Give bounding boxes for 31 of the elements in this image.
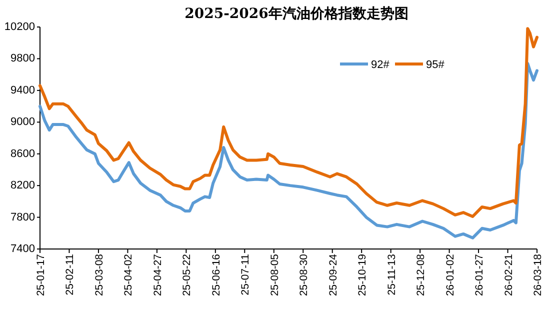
x-tick-label: 25-05-22 — [181, 254, 194, 296]
legend-label: 95# — [426, 59, 446, 71]
x-tick-label: 25-08-05 — [268, 254, 281, 296]
y-tick-label: 9000 — [10, 116, 35, 128]
y-tick-label: 8200 — [10, 180, 35, 192]
chart-title: 2025-2026年汽油价格指数走势图 — [184, 6, 408, 22]
x-tick-label: 25-11-13 — [386, 254, 398, 296]
y-tick-label: 10200 — [4, 21, 35, 33]
x-tick-label: 26-01-02 — [444, 254, 456, 296]
y-tick-label: 7800 — [10, 211, 35, 224]
x-tick-label: 25-01-17 — [35, 254, 47, 296]
y-tick-label: 9400 — [10, 84, 35, 96]
x-tick-label: 25-02-11 — [64, 254, 76, 296]
x-tick-label: 25-10-19 — [356, 254, 369, 296]
x-tick-label: 26-03-18 — [532, 254, 544, 296]
y-tick-label: 9800 — [10, 52, 35, 65]
y-tick-label: 7400 — [10, 243, 35, 255]
line-series — [38, 62, 538, 240]
x-tick-label: 25-04-27 — [152, 254, 164, 296]
x-tick-label: 25-07-11 — [240, 254, 252, 296]
x-tick-label: 26-02-21 — [502, 254, 515, 296]
x-tick-label: 25-08-30 — [298, 254, 310, 296]
x-tick-label: 26-01-27 — [474, 254, 486, 296]
x-tick-label: 25-12-08 — [415, 254, 428, 296]
x-tick-label: 25-09-24 — [327, 254, 340, 296]
x-tick-label: 25-04-02 — [122, 254, 135, 296]
legend-label: 92# — [371, 59, 390, 71]
x-tick-label: 25-03-08 — [93, 254, 106, 296]
x-tick-label: 25-06-16 — [210, 254, 222, 296]
line-series — [38, 27, 538, 218]
y-tick-label: 8600 — [10, 148, 35, 160]
